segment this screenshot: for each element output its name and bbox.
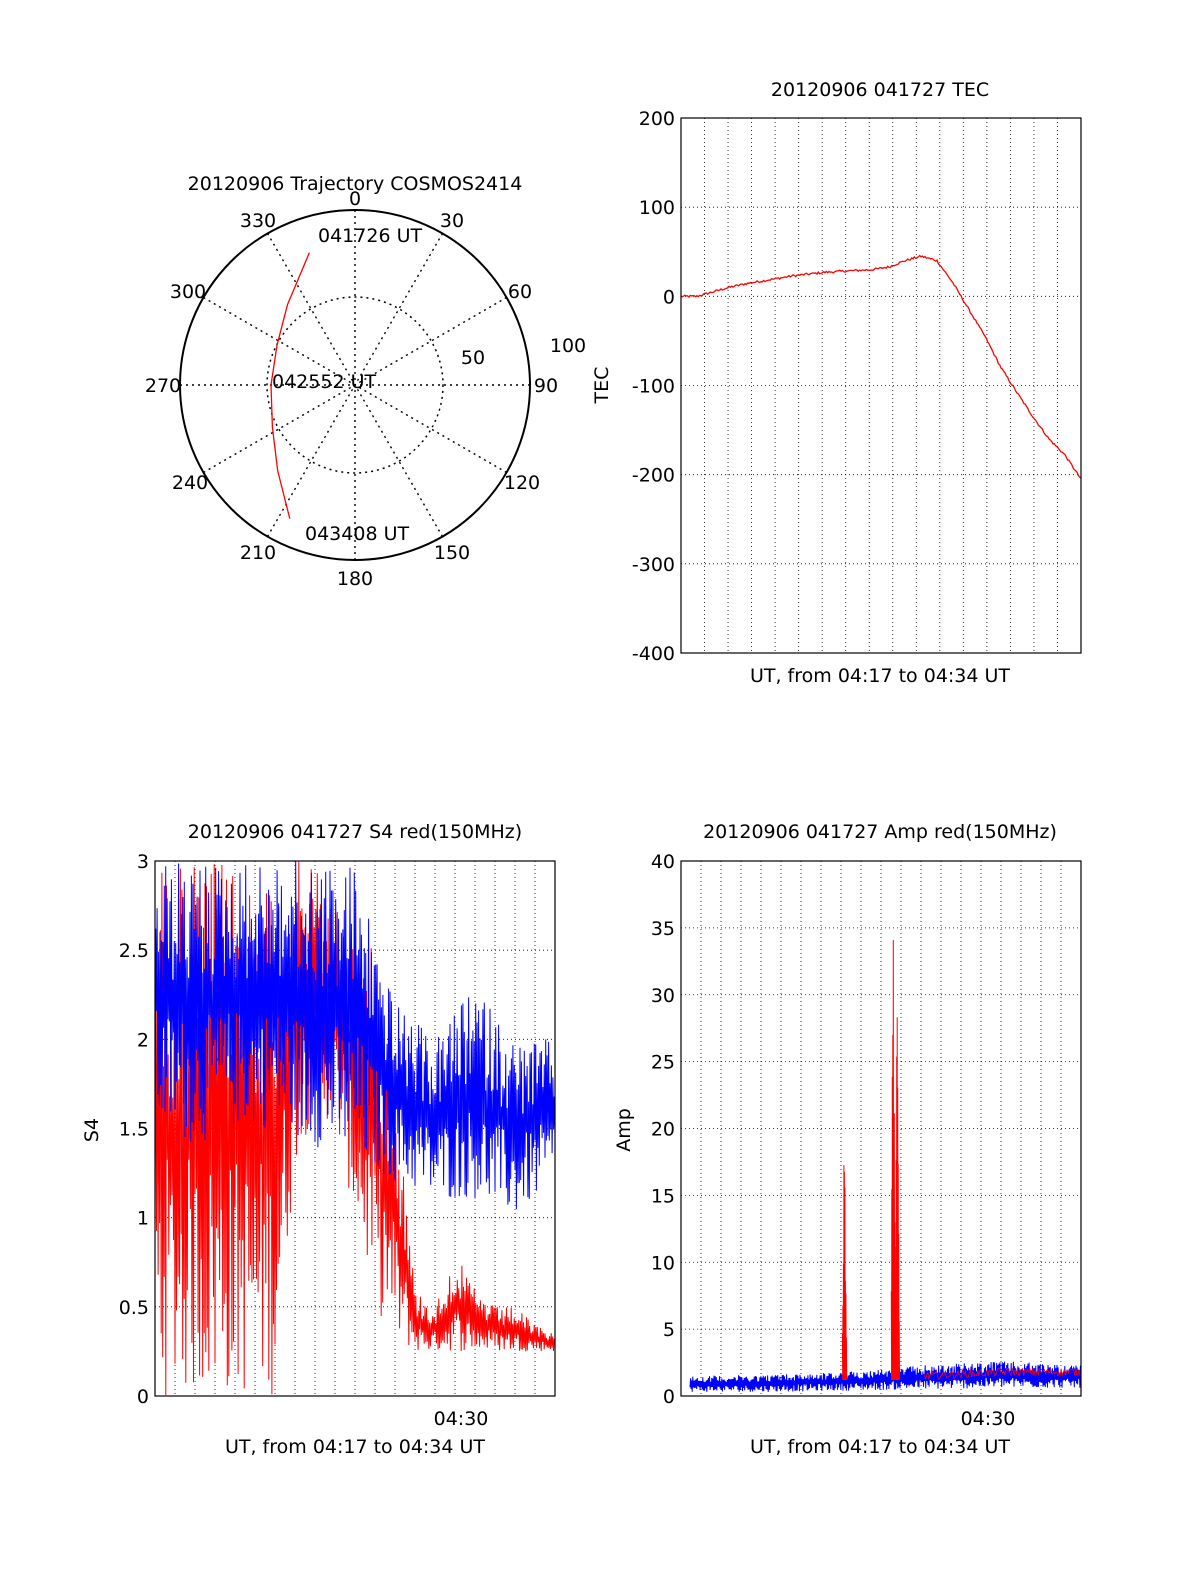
trajectory-line bbox=[270, 252, 310, 519]
polar-angle-labels: 0 30 60 90 120 150 180 210 240 270 300 330 bbox=[145, 188, 558, 590]
polar-angle-label: 180 bbox=[337, 568, 373, 590]
tec-y-tick-label: 100 bbox=[639, 197, 675, 219]
tec-y-tick-label: 200 bbox=[639, 108, 675, 130]
polar-spoke bbox=[266, 233, 444, 537]
tec-x-axis-label: UT, from 04:17 to 04:34 UT bbox=[750, 665, 1010, 687]
s4-blue-line bbox=[154, 861, 556, 1210]
tec-y-tick-label: -400 bbox=[632, 643, 675, 665]
polar-radial-label: 50 bbox=[461, 347, 485, 369]
amp-y-axis-label: Amp bbox=[613, 1108, 635, 1152]
s4-x-tick-label: 04:30 bbox=[434, 1408, 489, 1430]
amp-y-tick-label: 0 bbox=[663, 1386, 675, 1408]
polar-angle-label: 150 bbox=[434, 542, 470, 564]
tec-series-line bbox=[680, 254, 1082, 479]
polar-inner-ring bbox=[266, 296, 444, 474]
s4-y-tick-label: 0 bbox=[137, 1386, 149, 1408]
tec-y-axis-label: TEC bbox=[591, 367, 613, 405]
polar-spokes bbox=[180, 210, 530, 560]
polar-angle-label: 330 bbox=[240, 210, 276, 232]
annotation-end-time: 043408 UT bbox=[305, 523, 409, 545]
amp-y-tick-label: 35 bbox=[651, 918, 675, 940]
amp-y-tick-label: 30 bbox=[651, 985, 675, 1007]
amp-y-tick-label: 5 bbox=[663, 1319, 675, 1341]
amp-red-spike bbox=[894, 1017, 900, 1381]
s4-y-tick-label: 2 bbox=[137, 1029, 149, 1051]
polar-angle-label: 0 bbox=[349, 188, 361, 210]
polar-angle-label: 270 bbox=[145, 375, 181, 397]
s4-x-axis-label: UT, from 04:17 to 04:34 UT bbox=[225, 1436, 485, 1458]
tec-grid bbox=[681, 118, 1081, 653]
polar-angle-label: 240 bbox=[172, 472, 208, 494]
amp-y-tick-label: 15 bbox=[651, 1185, 675, 1207]
tec-panel: 20120906 041727 TEC 200 100 0 -100 -200 -300 -… bbox=[591, 79, 1082, 687]
amp-x-axis-label: UT, from 04:17 to 04:34 UT bbox=[750, 1436, 1010, 1458]
s4-y-tick-label: 1.5 bbox=[119, 1119, 149, 1141]
amp-red-baseline bbox=[924, 1367, 1082, 1380]
amp-red-spike bbox=[841, 1165, 848, 1381]
s4-y-axis-label: S4 bbox=[81, 1118, 103, 1142]
tec-y-tick-label: -300 bbox=[632, 554, 675, 576]
s4-y-tick-label: 3 bbox=[137, 851, 149, 873]
amp-red-series bbox=[841, 939, 1082, 1381]
amp-frame bbox=[680, 860, 1082, 1397]
polar-angle-label: 30 bbox=[440, 210, 464, 232]
amp-y-tick-label: 10 bbox=[651, 1252, 675, 1274]
amp-blue-line bbox=[689, 1361, 1082, 1393]
tec-y-tick-label: 0 bbox=[663, 286, 675, 308]
amp-y-tick-labels: 0 5 10 15 20 25 30 35 40 bbox=[651, 851, 675, 1408]
s4-y-tick-label: 2.5 bbox=[119, 940, 149, 962]
s4-y-tick-label: 0.5 bbox=[119, 1297, 149, 1319]
amp-blue-series bbox=[689, 1361, 1082, 1393]
amp-y-tick-label: 40 bbox=[651, 851, 675, 873]
s4-blue-series bbox=[154, 861, 556, 1210]
amp-x-tick-label: 04:30 bbox=[961, 1408, 1016, 1430]
amp-y-tick-label: 20 bbox=[651, 1119, 675, 1141]
amp-grid bbox=[681, 861, 1081, 1396]
amp-red-spike bbox=[890, 939, 897, 1381]
amp-y-tick-label: 25 bbox=[651, 1052, 675, 1074]
polar-angle-label: 120 bbox=[504, 472, 540, 494]
tec-y-tick-labels: 200 100 0 -100 -200 -300 -400 bbox=[632, 108, 675, 665]
tec-y-tick-label: -200 bbox=[632, 465, 675, 487]
polar-radial-label: 100 bbox=[550, 335, 586, 357]
s4-panel: 20120906 041727 S4 red(150MHz) 0 0.5 1 1.5 2… bbox=[81, 821, 556, 1458]
tec-y-tick-label: -100 bbox=[632, 376, 675, 398]
s4-title: 20120906 041727 S4 red(150MHz) bbox=[188, 821, 522, 843]
s4-y-tick-labels: 0 0.5 1 1.5 2 2.5 3 bbox=[119, 851, 149, 1408]
amp-panel: 20120906 041727 Amp red(150MHz) 0 5 10 15 20… bbox=[613, 821, 1082, 1458]
polar-panel: 20120906 Trajectory COSMOS2414 0 30 60 90 12… bbox=[145, 173, 586, 590]
polar-angle-label: 300 bbox=[170, 281, 206, 303]
amp-title: 20120906 041727 Amp red(150MHz) bbox=[703, 821, 1057, 843]
polar-angle-label: 90 bbox=[534, 375, 558, 397]
polar-angle-label: 60 bbox=[508, 281, 532, 303]
s4-frame bbox=[154, 860, 556, 1397]
tec-frame bbox=[680, 117, 1082, 654]
tec-title: 20120906 041727 TEC bbox=[771, 79, 989, 101]
annotation-start-time: 041726 UT bbox=[318, 225, 422, 247]
s4-y-tick-label: 1 bbox=[137, 1208, 149, 1230]
polar-title: 20120906 Trajectory COSMOS2414 bbox=[188, 173, 523, 195]
polar-angle-label: 210 bbox=[240, 542, 276, 564]
annotation-mid-time: 042552 UT bbox=[272, 371, 376, 393]
